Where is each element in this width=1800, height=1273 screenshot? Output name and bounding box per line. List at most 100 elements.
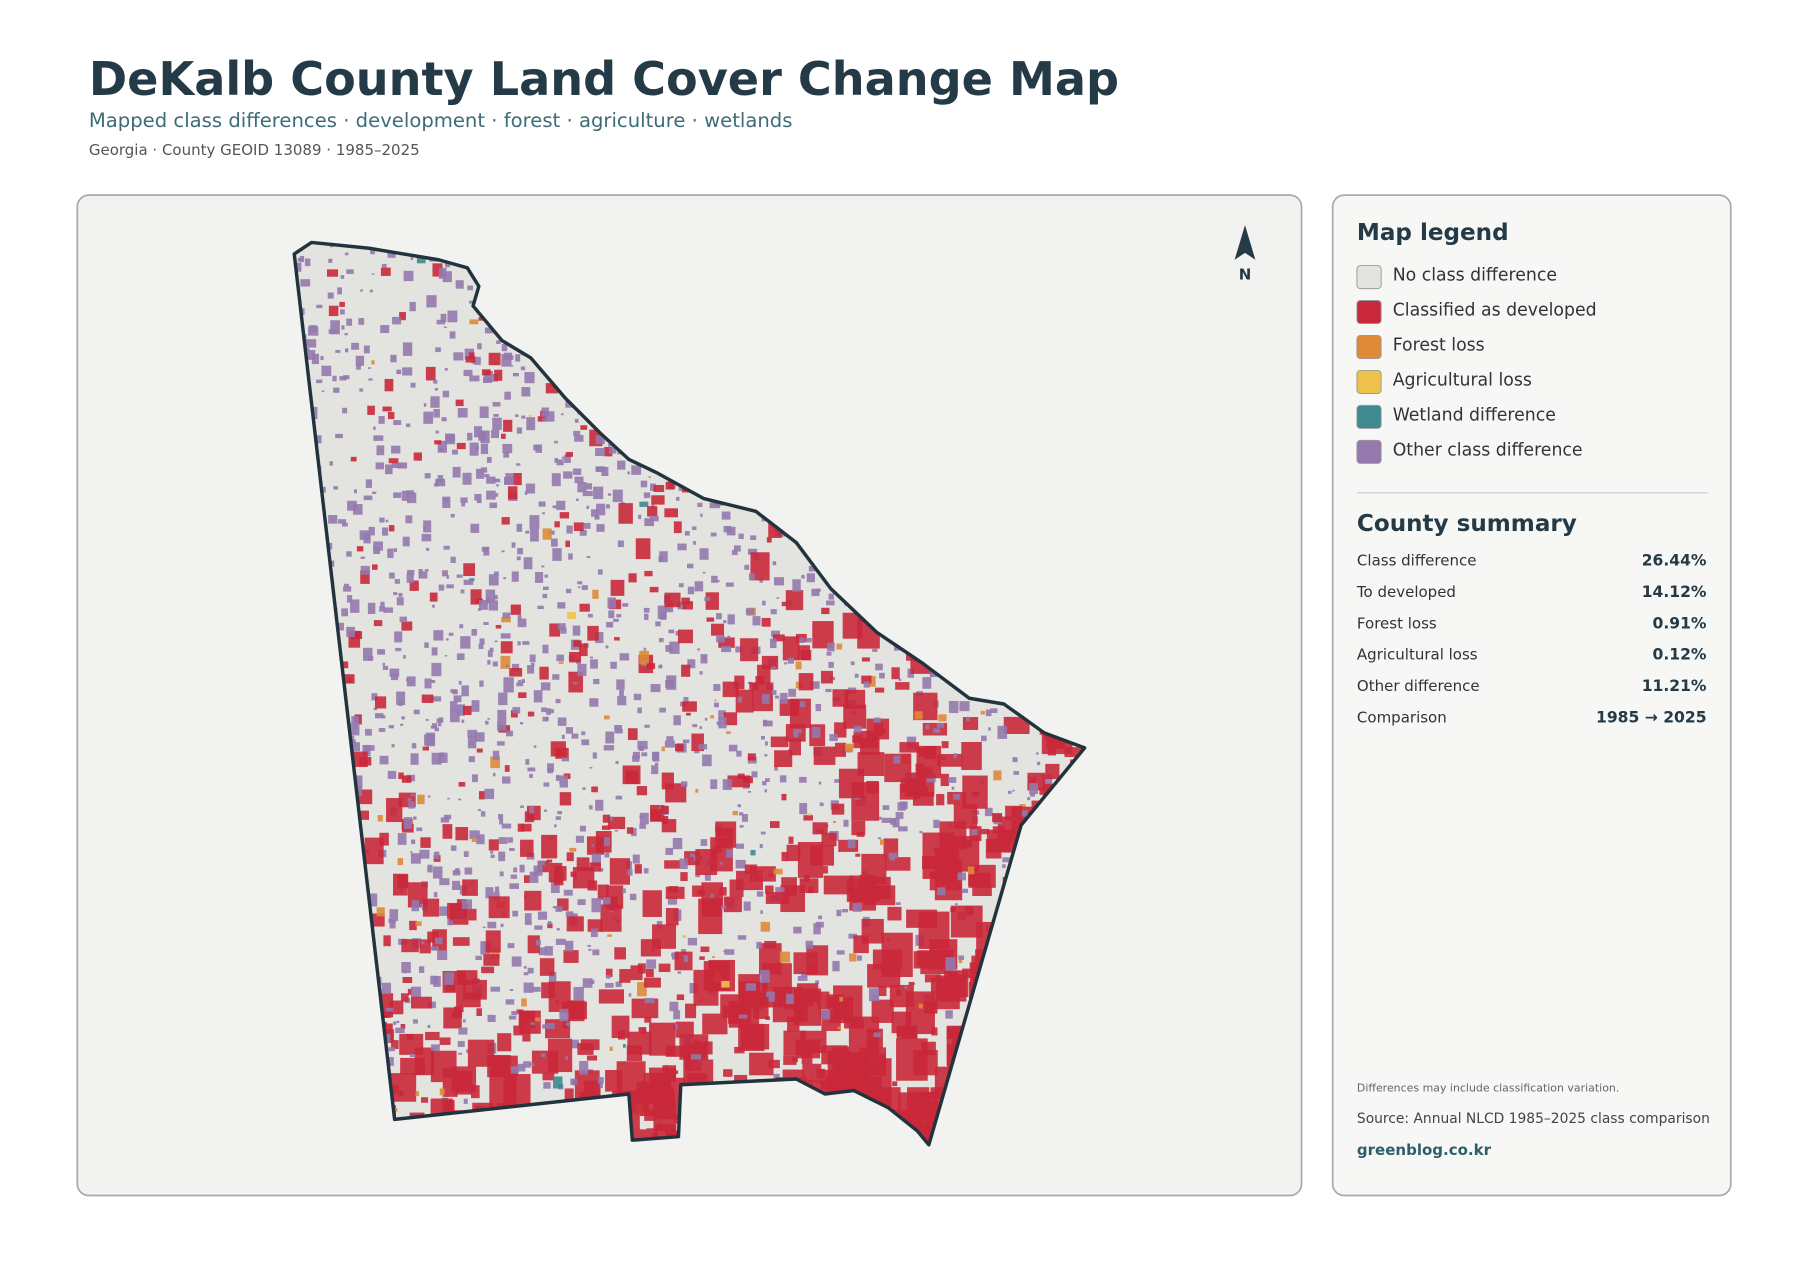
- change-patch: [379, 832, 389, 846]
- meta: Georgia · County GEOID 13089 · 1985–2025: [89, 141, 420, 159]
- change-patch: [557, 602, 566, 609]
- change-patch: [547, 763, 554, 772]
- change-patch: [650, 483, 656, 491]
- change-patch: [522, 1029, 531, 1042]
- change-patch: [378, 728, 386, 732]
- change-patch: [781, 793, 787, 801]
- change-patch: [957, 872, 966, 881]
- change-patch: [515, 354, 521, 362]
- change-patch: [344, 333, 348, 336]
- change-patch: [467, 285, 473, 291]
- change-patch: [402, 536, 410, 547]
- change-patch: [665, 908, 679, 926]
- change-patch: [735, 646, 743, 653]
- change-patch: [697, 502, 703, 508]
- change-patch: [633, 693, 642, 701]
- change-patch: [619, 689, 624, 697]
- change-patch: [908, 981, 915, 986]
- change-patch: [543, 782, 550, 787]
- change-patch: [684, 531, 690, 536]
- change-patch: [697, 648, 700, 651]
- change-patch: [649, 515, 659, 522]
- change-patch: [372, 564, 378, 570]
- change-patch: [737, 804, 741, 808]
- change-patch: [431, 1044, 440, 1051]
- change-patch: [565, 588, 572, 594]
- change-patch: [502, 612, 511, 619]
- change-patch: [427, 864, 433, 873]
- change-patch: [391, 462, 402, 469]
- change-patch: [480, 467, 488, 473]
- change-patch: [818, 915, 822, 920]
- change-patch: [562, 456, 565, 459]
- change-patch: [797, 842, 824, 878]
- change-patch: [805, 940, 814, 949]
- change-patch: [617, 695, 627, 706]
- summary-title: County summary: [1357, 511, 1577, 537]
- change-patch: [1002, 864, 1006, 868]
- change-patch: [750, 849, 756, 856]
- north-arrow: [1234, 225, 1256, 260]
- change-patch: [521, 387, 531, 397]
- change-patch: [484, 788, 495, 800]
- change-patch: [582, 787, 586, 790]
- change-patch: [444, 655, 448, 657]
- change-patch: [1042, 774, 1053, 787]
- change-patch: [393, 548, 398, 552]
- change-patch: [403, 817, 413, 830]
- change-patch: [648, 476, 651, 478]
- change-patch: [726, 731, 731, 734]
- change-patch: [556, 459, 564, 466]
- change-patch: [470, 589, 482, 605]
- change-patch: [446, 575, 450, 579]
- change-patch: [918, 1003, 923, 1009]
- change-patch: [678, 629, 693, 644]
- change-patch: [981, 735, 987, 742]
- change-patch: [397, 858, 404, 866]
- change-patch: [659, 551, 668, 563]
- change-patch: [442, 496, 451, 508]
- change-patch: [652, 924, 677, 949]
- change-patch: [651, 495, 665, 505]
- change-patch: [628, 993, 632, 997]
- change-patch: [542, 512, 545, 515]
- change-patch: [554, 440, 558, 444]
- change-patch: [737, 696, 743, 703]
- site-link[interactable]: greenblog.co.kr: [1357, 1141, 1492, 1159]
- change-patch: [542, 1024, 549, 1029]
- change-patch: [503, 677, 514, 693]
- legend-label: Classified as developed: [1393, 301, 1597, 321]
- summary-label: To developed: [1356, 583, 1456, 601]
- change-patch: [389, 909, 399, 922]
- change-patch: [452, 466, 461, 478]
- change-patch: [710, 532, 717, 537]
- change-patch: [463, 579, 474, 585]
- change-patch: [341, 522, 348, 527]
- change-patch: [554, 824, 557, 828]
- change-patch: [484, 474, 490, 478]
- change-patch: [373, 426, 376, 430]
- change-patch: [702, 1013, 728, 1035]
- change-patch: [335, 350, 341, 353]
- change-patch: [461, 685, 469, 697]
- change-patch: [764, 754, 768, 757]
- change-patch: [892, 818, 900, 828]
- change-patch: [732, 810, 739, 816]
- change-patch: [430, 396, 440, 408]
- change-patch: [607, 493, 612, 496]
- change-patch: [687, 659, 696, 669]
- change-patch: [766, 991, 775, 1002]
- change-patch: [471, 629, 477, 636]
- change-patch: [316, 304, 323, 309]
- change-patch: [595, 831, 612, 853]
- change-patch: [587, 945, 591, 947]
- legend-label: No class difference: [1393, 266, 1557, 286]
- change-patch: [1045, 763, 1060, 780]
- change-patch: [504, 477, 513, 485]
- change-patch: [806, 573, 815, 583]
- change-patch: [435, 430, 439, 434]
- change-patch: [501, 344, 508, 352]
- change-patch: [502, 443, 513, 454]
- change-patch: [581, 739, 590, 746]
- change-patch: [779, 996, 787, 1004]
